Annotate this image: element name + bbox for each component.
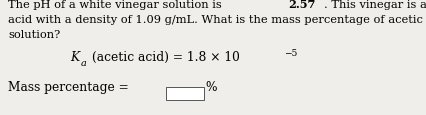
Text: 2.57: 2.57 <box>288 0 315 10</box>
Text: Mass percentage =: Mass percentage = <box>8 80 129 93</box>
Text: −5: −5 <box>283 49 296 58</box>
Text: K: K <box>70 51 79 63</box>
FancyBboxPatch shape <box>165 87 203 100</box>
Text: (acetic acid) = 1.8 × 10: (acetic acid) = 1.8 × 10 <box>88 51 239 63</box>
Text: %: % <box>205 80 216 93</box>
Text: solution?: solution? <box>8 30 60 40</box>
Text: a: a <box>81 58 86 67</box>
Text: The pH of a white vinegar solution is: The pH of a white vinegar solution is <box>8 0 225 10</box>
Text: acid with a density of 1.09 g/mL. What is the mass percentage of acetic acid in : acid with a density of 1.09 g/mL. What i… <box>8 15 426 25</box>
Text: . This vinegar is an aqueous solution of acetic: . This vinegar is an aqueous solution of… <box>323 0 426 10</box>
